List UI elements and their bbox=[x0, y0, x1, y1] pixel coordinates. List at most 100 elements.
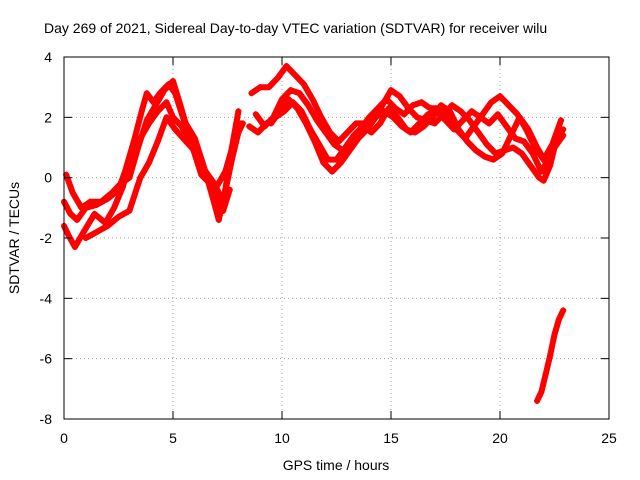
data-point bbox=[547, 153, 554, 160]
data-point bbox=[433, 108, 440, 115]
data-point bbox=[366, 114, 373, 121]
data-point bbox=[220, 207, 227, 214]
data-point bbox=[442, 117, 449, 124]
data-point bbox=[473, 147, 480, 154]
y-tick-label: -4 bbox=[40, 290, 53, 306]
data-point bbox=[346, 147, 353, 154]
y-tick-label: 4 bbox=[44, 49, 52, 65]
data-point bbox=[152, 102, 159, 109]
data-point bbox=[193, 150, 200, 157]
data-point bbox=[183, 138, 190, 145]
data-point bbox=[80, 228, 87, 235]
data-point bbox=[538, 168, 545, 175]
data-point bbox=[420, 123, 427, 130]
data-point bbox=[396, 93, 403, 100]
data-point bbox=[368, 129, 375, 136]
data-point bbox=[111, 204, 118, 211]
data-point bbox=[483, 141, 490, 148]
data-point bbox=[331, 141, 338, 148]
data-point bbox=[466, 117, 473, 124]
data-point bbox=[418, 99, 425, 106]
data-point bbox=[451, 126, 458, 133]
data-point bbox=[279, 96, 285, 103]
data-point bbox=[87, 198, 94, 205]
data-point bbox=[355, 135, 362, 142]
series-trace-d bbox=[82, 114, 244, 241]
data-point bbox=[457, 108, 464, 115]
data-point bbox=[353, 120, 360, 127]
data-point bbox=[475, 129, 482, 136]
data-point bbox=[335, 138, 342, 145]
data-point bbox=[390, 114, 397, 121]
data-point bbox=[215, 216, 222, 223]
data-point bbox=[211, 180, 218, 187]
data-point bbox=[71, 244, 78, 251]
data-point bbox=[170, 114, 176, 121]
data-point bbox=[427, 105, 434, 112]
y-tick-labels: -8 -6 -4 -2 0 2 4 bbox=[40, 49, 53, 427]
data-point bbox=[398, 123, 405, 130]
series-trace-h bbox=[268, 96, 562, 175]
data-point bbox=[74, 216, 81, 223]
data-point bbox=[510, 144, 517, 151]
data-point bbox=[333, 156, 340, 163]
data-point bbox=[135, 144, 142, 151]
y-tick-label: -2 bbox=[40, 230, 53, 246]
data-point bbox=[108, 189, 115, 196]
data-point bbox=[292, 72, 299, 79]
data-point bbox=[311, 138, 318, 145]
data-point bbox=[220, 198, 227, 205]
data-point bbox=[237, 120, 244, 127]
data-point bbox=[499, 150, 506, 157]
data-point bbox=[143, 117, 150, 124]
y-tick-label: -6 bbox=[40, 351, 53, 367]
data-point bbox=[320, 159, 327, 166]
data-point bbox=[91, 210, 98, 217]
data-point bbox=[477, 114, 484, 121]
data-point bbox=[324, 156, 331, 163]
data-point bbox=[161, 87, 168, 94]
data-point bbox=[388, 87, 394, 94]
data-point bbox=[185, 129, 192, 136]
data-point bbox=[497, 93, 503, 100]
data-point bbox=[300, 81, 307, 88]
data-point bbox=[560, 126, 567, 133]
x-tick-label: 25 bbox=[601, 430, 617, 446]
data-point bbox=[235, 108, 242, 115]
y-axis-label: SDTVAR / TECUs bbox=[6, 182, 22, 294]
data-point bbox=[401, 111, 408, 118]
data-point bbox=[65, 231, 72, 238]
data-point bbox=[488, 99, 495, 106]
data-point bbox=[309, 96, 316, 103]
data-point bbox=[322, 129, 329, 136]
x-tick-label: 0 bbox=[60, 430, 68, 446]
series-trace-i bbox=[534, 307, 567, 404]
series-trace bbox=[252, 87, 564, 163]
data-point bbox=[518, 150, 525, 157]
data-point bbox=[464, 138, 471, 145]
data-point bbox=[302, 120, 309, 127]
data-point bbox=[540, 177, 547, 184]
data-point bbox=[67, 210, 74, 217]
data-point bbox=[126, 174, 133, 181]
data-point bbox=[377, 120, 384, 127]
data-point bbox=[425, 111, 432, 118]
grid-lines bbox=[64, 57, 609, 419]
data-point bbox=[98, 198, 105, 205]
data-point bbox=[385, 105, 392, 112]
data-point bbox=[512, 135, 519, 142]
data-point bbox=[265, 84, 272, 91]
data-point bbox=[93, 228, 100, 235]
data-point bbox=[274, 75, 281, 82]
data-point bbox=[486, 120, 493, 127]
data-point bbox=[137, 174, 144, 181]
x-tick-label: 10 bbox=[274, 430, 290, 446]
data-point bbox=[202, 168, 209, 175]
y-tick-label: -8 bbox=[40, 411, 53, 427]
data-point bbox=[246, 123, 253, 130]
data-point bbox=[459, 117, 466, 124]
x-tick-label: 15 bbox=[383, 430, 399, 446]
data-point bbox=[154, 138, 161, 145]
data-point bbox=[117, 180, 124, 187]
y-tick-label: 0 bbox=[44, 170, 52, 186]
